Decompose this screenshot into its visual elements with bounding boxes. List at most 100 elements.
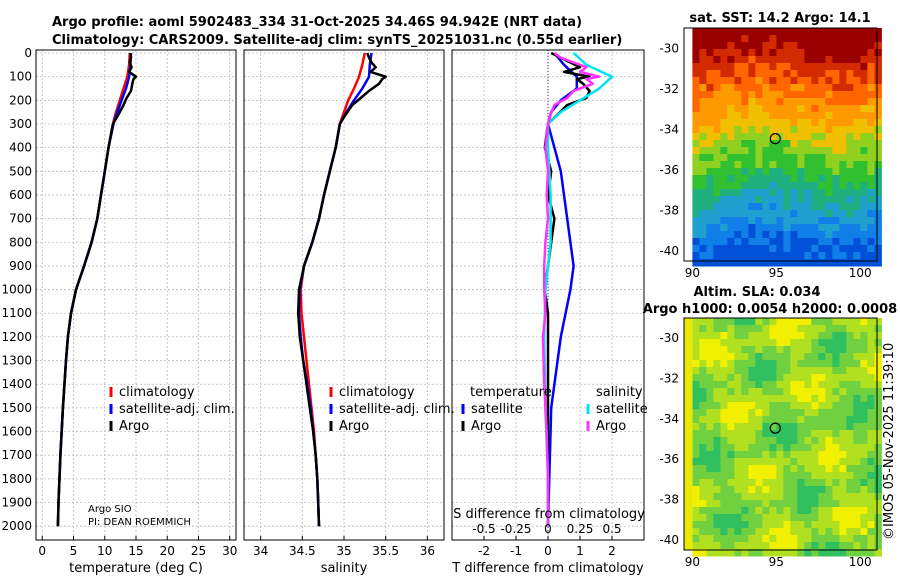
heatmap-cell [818,367,826,375]
heatmap-cell [762,252,770,260]
heatmap-cell [783,259,791,267]
heatmap-cell [867,231,875,239]
heatmap-cell [811,367,819,375]
heatmap-cell [832,35,840,43]
heatmap-cell [741,542,749,550]
heatmap-cell [762,49,770,57]
heatmap-cell [769,486,777,494]
argo-location-marker [769,133,781,145]
heatmap-cell [825,381,833,389]
heatmap-cell [853,388,861,396]
heatmap-cell [706,119,714,127]
heatmap-cell [748,224,756,232]
heatmap-cell [797,105,805,113]
heatmap-cell [706,332,714,340]
heatmap-cell [846,430,854,438]
heatmap-cell [699,500,707,508]
heatmap-cell [818,472,826,480]
heatmap-cell [727,259,735,267]
map-y-tick-label: -30 [659,331,679,345]
heatmap-cell [804,147,812,155]
heatmap-cell [755,210,763,218]
heatmap-cell [776,388,784,396]
heatmap-cell [839,535,847,543]
map-x-tick-label: 100 [849,266,872,280]
heatmap-cell [853,493,861,501]
heatmap-cell [790,140,798,148]
heatmap-cell [755,367,763,375]
heatmap-cell [839,458,847,466]
x-tick-label: 36 [420,544,435,558]
heatmap-cell [692,224,700,232]
heatmap-cell [867,63,875,71]
heatmap-cell [846,28,854,36]
heatmap-cell [762,535,770,543]
heatmap-cell [790,444,798,452]
heatmap-cell [839,472,847,480]
heatmap-cell [741,245,749,253]
heatmap-cell [755,182,763,190]
heatmap-cell [748,252,756,260]
heatmap-cell [692,416,700,424]
heatmap-cell [804,409,812,417]
heatmap-cell [727,224,735,232]
heatmap-cell [832,360,840,368]
heatmap-cell [706,388,714,396]
heatmap-cell [811,203,819,211]
heatmap-cell [783,346,791,354]
heatmap-cell [825,196,833,204]
heatmap-cell [797,49,805,57]
heatmap-cell [860,346,868,354]
x-tick-label: 34.5 [289,544,316,558]
heatmap-cell [853,339,861,347]
y-tick-label: 1800 [1,472,32,486]
heatmap-cell [706,91,714,99]
heatmap-cell [853,259,861,267]
heatmap-cell [860,423,868,431]
heatmap-cell [790,28,798,36]
heatmap-cell [825,332,833,340]
heatmap-cell [706,374,714,382]
heatmap-cell [720,528,728,536]
heatmap-cell [832,549,840,557]
heatmap-cell [811,465,819,473]
heatmap-cell [825,367,833,375]
heatmap-cell [734,196,742,204]
heatmap-cell [741,210,749,218]
heatmap-cell [755,437,763,445]
heatmap-cell [797,196,805,204]
heatmap-cell [734,91,742,99]
heatmap-cell [818,535,826,543]
heatmap-cell [797,549,805,557]
heatmap-cell [727,514,735,522]
heatmap-cell [769,479,777,487]
y-tick-label: 400 [9,141,32,155]
diff-top-tick-label: 0 [544,522,552,536]
heatmap-cell [825,409,833,417]
heatmap-cell [720,91,728,99]
heatmap-cell [720,217,728,225]
heatmap-cell [790,514,798,522]
heatmap-cell [776,77,784,85]
heatmap-cell [720,154,728,162]
heatmap-cell [860,189,868,197]
heatmap-cell [832,542,840,550]
y-tick-label: 1400 [1,377,32,391]
heatmap-cell [874,84,882,92]
heatmap-cell [846,528,854,536]
heatmap-cell [818,91,826,99]
heatmap-cell [818,105,826,113]
heatmap-cell [811,259,819,267]
heatmap-cell [804,318,812,326]
heatmap-cell [825,126,833,134]
heatmap-cell [713,374,721,382]
heatmap-cell [734,231,742,239]
heatmap-cell [783,493,791,501]
heatmap-cell [797,542,805,550]
heatmap-cell [727,318,735,326]
heatmap-cell [860,126,868,134]
heatmap-cell [713,49,721,57]
heatmap-cell [692,381,700,389]
heatmap-cell [811,77,819,85]
map-y-tick-label: -30 [659,41,679,55]
